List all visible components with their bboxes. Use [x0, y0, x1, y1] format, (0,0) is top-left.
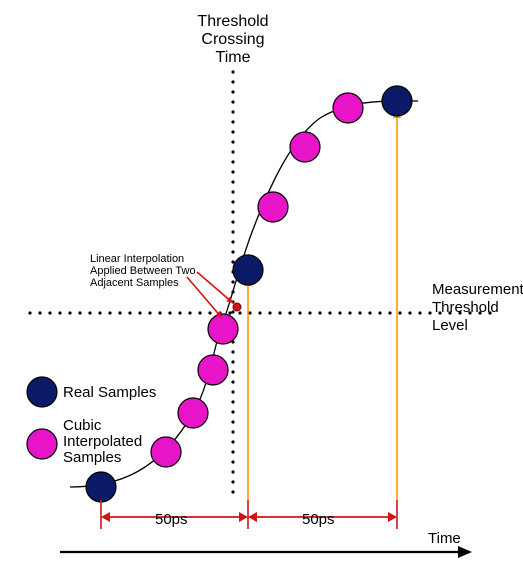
anno-line: Applied Between Two	[90, 265, 196, 277]
time-axis-label: Time	[428, 530, 461, 547]
title-line: Time	[216, 49, 251, 66]
meas-line: Threshold	[432, 299, 499, 316]
cubic-sample-marker	[178, 398, 208, 428]
span-label: 50ps	[155, 511, 188, 528]
interpolated-crossing-point	[233, 303, 241, 311]
cubic-sample-marker	[258, 192, 288, 222]
title-line: Crossing	[201, 31, 264, 48]
legend-cubic-label-line: Samples	[63, 449, 121, 466]
anno-line: Linear Interpolation	[90, 253, 184, 265]
meas-line: Measurement	[432, 281, 523, 298]
cubic-sample-marker	[333, 93, 363, 123]
anno-line: Adjacent Samples	[90, 277, 179, 289]
legend-cubic-marker	[27, 429, 57, 459]
cubic-sample-marker	[198, 355, 228, 385]
legend-real-label: Real Samples	[63, 384, 156, 401]
real-sample-marker	[233, 255, 263, 285]
real-sample-marker	[86, 472, 116, 502]
cubic-sample-marker	[208, 314, 238, 344]
cubic-sample-marker	[151, 437, 181, 467]
legend-cubic-label-line: Interpolated	[63, 433, 142, 450]
cubic-sample-marker	[290, 132, 320, 162]
title-line: Threshold	[197, 13, 268, 30]
real-sample-marker	[382, 86, 412, 116]
legend-real-marker	[27, 377, 57, 407]
span-label: 50ps	[302, 511, 335, 528]
legend-cubic-label-line: Cubic	[63, 417, 102, 434]
meas-line: Level	[432, 317, 468, 334]
